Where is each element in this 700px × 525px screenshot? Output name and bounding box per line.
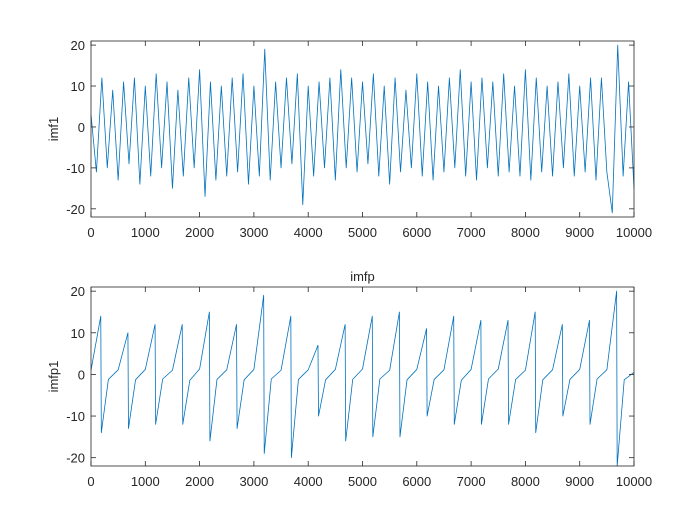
y-tick-label: 20 [71,38,85,53]
x-tick-label: 9000 [565,474,594,489]
x-tick-label: 2000 [185,474,214,489]
x-tick-label: 6000 [402,474,431,489]
x-tick-label: 5000 [348,474,377,489]
y-tick-label: 0 [78,367,85,382]
x-tick-label: 2000 [185,225,214,240]
x-tick-label: 1000 [131,225,160,240]
axes-background [91,41,634,217]
x-tick-label: 1000 [131,474,160,489]
signal-line [90,44,635,214]
y-axis-label: imfp1 [46,361,61,393]
y-tick-label: 10 [71,79,85,94]
x-tick-label: 6000 [402,225,431,240]
x-tick-label: 7000 [457,225,486,240]
y-axis-label: imf1 [46,117,61,142]
x-tick-label: 4000 [294,225,323,240]
y-tick-label: -20 [66,202,85,217]
x-tick-label: 9000 [565,225,594,240]
signal-line [90,290,635,467]
x-tick-label: 3000 [239,225,268,240]
x-tick-label: 8000 [511,225,540,240]
x-tick-label: 0 [87,474,94,489]
y-tick-label: -10 [66,409,85,424]
y-tick-label: -20 [66,451,85,466]
x-tick-label: 10000 [616,474,652,489]
y-tick-label: 10 [71,326,85,341]
x-tick-label: 5000 [348,225,377,240]
y-tick-label: 20 [71,284,85,299]
y-tick-label: -10 [66,161,85,176]
x-tick-label: 10000 [616,225,652,240]
x-tick-label: 8000 [511,474,540,489]
chart-title: imfp [350,269,375,284]
x-tick-label: 0 [87,225,94,240]
x-tick-label: 3000 [239,474,268,489]
x-tick-label: 4000 [294,474,323,489]
y-tick-label: 0 [78,120,85,135]
x-tick-label: 7000 [457,474,486,489]
axes-background [91,287,634,466]
